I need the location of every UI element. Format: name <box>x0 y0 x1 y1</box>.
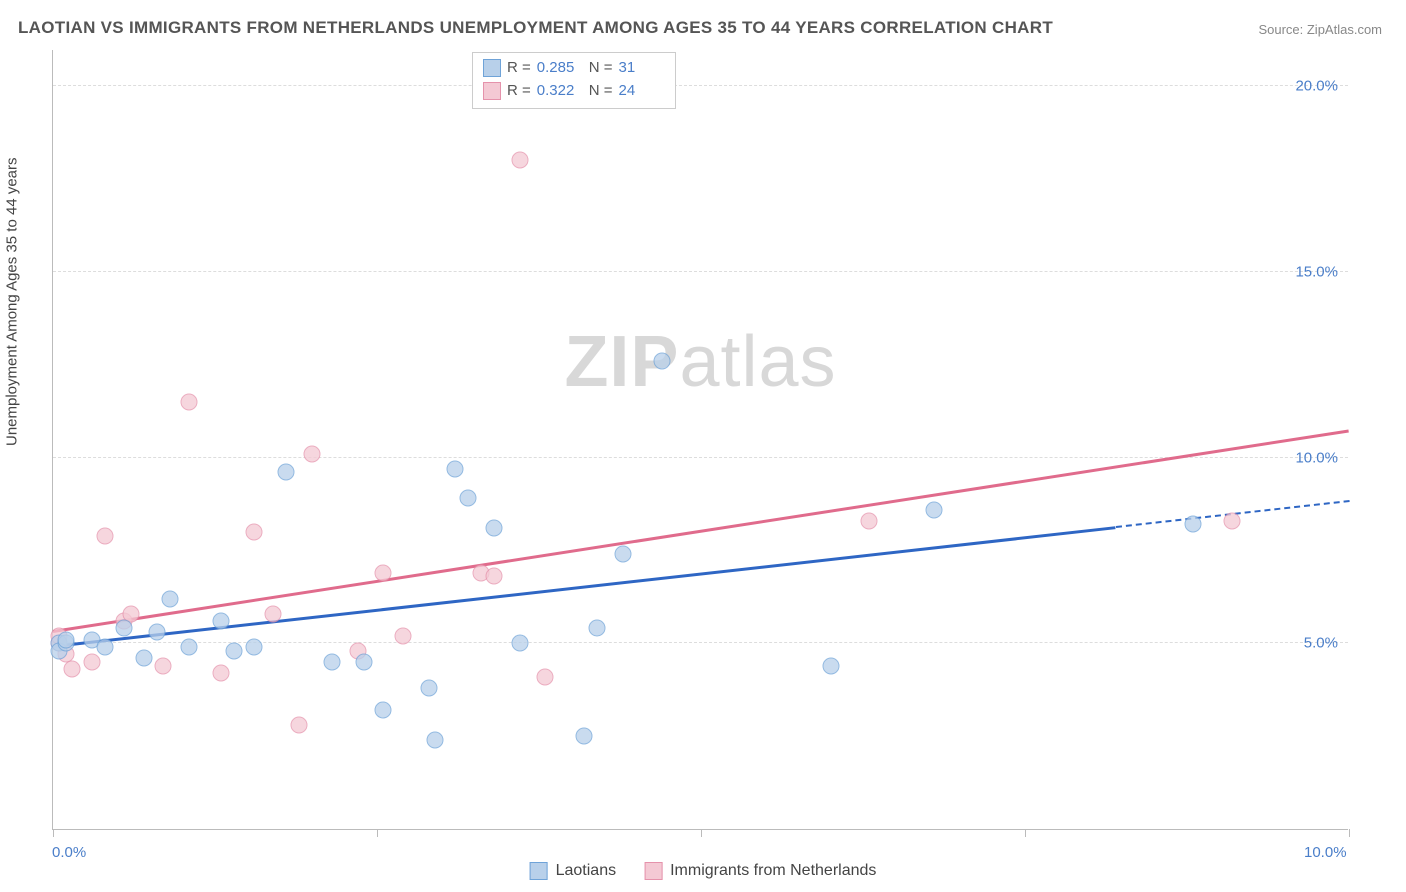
point-series-b <box>375 564 392 581</box>
legend-r-value: 0.285 <box>537 57 583 80</box>
point-series-a <box>116 620 133 637</box>
point-series-a <box>576 728 593 745</box>
point-series-a <box>226 642 243 659</box>
point-series-a <box>511 635 528 652</box>
x-tick <box>701 829 702 837</box>
legend-n-label: N = <box>589 57 613 80</box>
point-series-b <box>83 653 100 670</box>
series-legend: Laotians Immigrants from Netherlands <box>530 862 877 880</box>
point-series-a <box>1185 516 1202 533</box>
point-series-b <box>861 512 878 529</box>
x-tick <box>1349 829 1350 837</box>
point-series-b <box>64 661 81 678</box>
legend-n-value: 24 <box>619 80 665 103</box>
watermark: ZIPatlas <box>564 321 836 403</box>
point-series-b <box>181 393 198 410</box>
y-tick-label: 15.0% <box>1295 263 1338 280</box>
y-tick-label: 10.0% <box>1295 449 1338 466</box>
point-series-a <box>654 353 671 370</box>
series-legend-item: Laotians <box>530 862 617 880</box>
legend-n-label: N = <box>589 80 613 103</box>
point-series-a <box>822 657 839 674</box>
point-series-b <box>213 665 230 682</box>
point-series-b <box>1224 512 1241 529</box>
point-series-b <box>155 657 172 674</box>
point-series-a <box>375 702 392 719</box>
correlation-legend: R = 0.285 N = 31 R = 0.322 N = 24 <box>472 52 676 109</box>
point-series-a <box>459 490 476 507</box>
point-series-b <box>394 627 411 644</box>
series-legend-label: Immigrants from Netherlands <box>670 862 876 880</box>
y-tick-label: 5.0% <box>1304 635 1338 652</box>
point-series-a <box>615 546 632 563</box>
point-series-b <box>511 152 528 169</box>
point-series-a <box>446 460 463 477</box>
x-min-label: 0.0% <box>52 844 86 861</box>
point-series-a <box>135 650 152 667</box>
series-legend-label: Laotians <box>556 862 617 880</box>
point-series-a <box>589 620 606 637</box>
point-series-b <box>304 445 321 462</box>
legend-r-label: R = <box>507 57 531 80</box>
point-series-b <box>537 668 554 685</box>
point-series-a <box>485 520 502 537</box>
point-series-a <box>96 639 113 656</box>
point-series-a <box>356 653 373 670</box>
point-series-b <box>245 523 262 540</box>
trend-line <box>53 526 1116 647</box>
x-tick <box>377 829 378 837</box>
legend-swatch <box>483 59 501 77</box>
grid-line <box>53 271 1348 272</box>
point-series-a <box>181 639 198 656</box>
x-max-label: 10.0% <box>1304 844 1347 861</box>
point-series-a <box>161 590 178 607</box>
grid-line <box>53 457 1348 458</box>
point-series-a <box>245 639 262 656</box>
legend-swatch <box>644 862 662 880</box>
legend-n-value: 31 <box>619 57 665 80</box>
source-label: Source: ZipAtlas.com <box>1258 22 1382 37</box>
legend-row: R = 0.285 N = 31 <box>483 57 665 80</box>
legend-swatch <box>483 82 501 100</box>
point-series-a <box>57 631 74 648</box>
point-series-a <box>213 613 230 630</box>
chart-title: LAOTIAN VS IMMIGRANTS FROM NETHERLANDS U… <box>18 18 1053 38</box>
legend-row: R = 0.322 N = 24 <box>483 80 665 103</box>
x-tick <box>1025 829 1026 837</box>
point-series-b <box>485 568 502 585</box>
point-series-a <box>278 464 295 481</box>
point-series-b <box>96 527 113 544</box>
y-tick-label: 20.0% <box>1295 78 1338 95</box>
legend-swatch <box>530 862 548 880</box>
point-series-a <box>926 501 943 518</box>
y-axis-title: Unemployment Among Ages 35 to 44 years <box>4 157 21 446</box>
point-series-a <box>148 624 165 641</box>
point-series-a <box>420 679 437 696</box>
point-series-a <box>427 731 444 748</box>
plot-area: ZIPatlas 5.0% 10.0% 15.0% 20.0% <box>52 50 1348 830</box>
point-series-b <box>265 605 282 622</box>
series-legend-item: Immigrants from Netherlands <box>644 862 876 880</box>
grid-line <box>53 85 1348 86</box>
legend-r-label: R = <box>507 80 531 103</box>
point-series-a <box>323 653 340 670</box>
legend-r-value: 0.322 <box>537 80 583 103</box>
x-tick <box>53 829 54 837</box>
point-series-b <box>291 717 308 734</box>
